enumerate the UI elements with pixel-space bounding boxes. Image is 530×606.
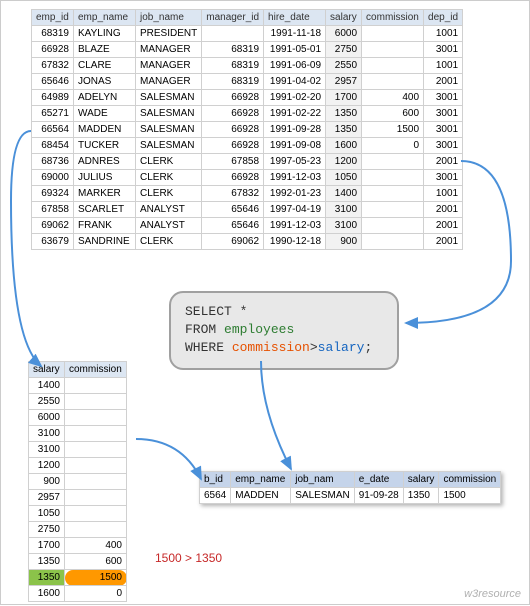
table-row: 1050 [29,506,127,522]
table-row: 68454TUCKERSALESMAN669281991-09-08160003… [32,138,463,154]
table-row: 69000JULIUSCLERK669281991-12-0310503001 [32,170,463,186]
table-row: 63679SANDRINECLERK690621990-12-189002001 [32,234,463,250]
table-row: 1400 [29,378,127,394]
comparison-text: 1500 > 1350 [155,551,222,565]
table-row: 68319KAYLINGPRESIDENT1991-11-1860001001 [32,26,463,42]
table-header: commission [362,10,424,26]
table-row: 66564MADDENSALESMAN669281991-09-28135015… [32,122,463,138]
table-row: 6564MADDENSALESMAN91-09-2813501500 [200,488,501,504]
table-row: 66928BLAZEMANAGER683191991-05-0127503001 [32,42,463,58]
sql-where: WHERE [185,340,224,355]
sql-select: SELECT [185,304,232,319]
table-row: 1200 [29,458,127,474]
table-row: 3100 [29,442,127,458]
table-header: emp_id [32,10,74,26]
table-header: commission [439,472,501,488]
table-row: 69062FRANKANALYST656461991-12-0331002001 [32,218,463,234]
table-row: 67858SCARLETANALYST656461997-04-19310020… [32,202,463,218]
table-row: 67832CLAREMANAGER683191991-06-0925501001 [32,58,463,74]
table-header: manager_id [202,10,264,26]
table-row: 1350600 [29,554,127,570]
table-header: commission [65,362,127,378]
table-row: 13501500 [29,570,127,586]
table-row: 2750 [29,522,127,538]
table-header: e_date [354,472,403,488]
employees-table: emp_idemp_namejob_namemanager_idhire_dat… [31,9,463,250]
table-header: emp_name [74,10,136,26]
table-row: 6000 [29,410,127,426]
table-header: dep_id [424,10,463,26]
table-header: salary [29,362,65,378]
table-row: 65646JONASMANAGER683191991-04-0229572001 [32,74,463,90]
table-row: 2550 [29,394,127,410]
table-row: 2957 [29,490,127,506]
table-row: 64989ADELYNSALESMAN669281991-02-20170040… [32,90,463,106]
table-header: b_id [200,472,231,488]
table-row: 1700400 [29,538,127,554]
sql-from: FROM [185,322,216,337]
table-header: hire_date [264,10,326,26]
watermark: w3resource [464,588,521,600]
table-row: 65271WADESALESMAN669281991-02-2213506003… [32,106,463,122]
salary-commission-table: salarycommission 14002550600031003100120… [28,361,127,602]
sql-query-box: SELECT * FROM employees WHERE commission… [169,291,399,370]
table-header: salary [326,10,362,26]
table-header: job_name [136,10,202,26]
table-header: salary [403,472,439,488]
table-header: emp_name [231,472,291,488]
table-header: job_nam [291,472,354,488]
result-table: b_idemp_namejob_name_datesalarycommissio… [199,471,501,504]
table-row: 68736ADNRESCLERK678581997-05-2312002001 [32,154,463,170]
table-row: 69324MARKERCLERK678321992-01-2314001001 [32,186,463,202]
table-row: 16000 [29,586,127,602]
table-row: 900 [29,474,127,490]
table-row: 3100 [29,426,127,442]
